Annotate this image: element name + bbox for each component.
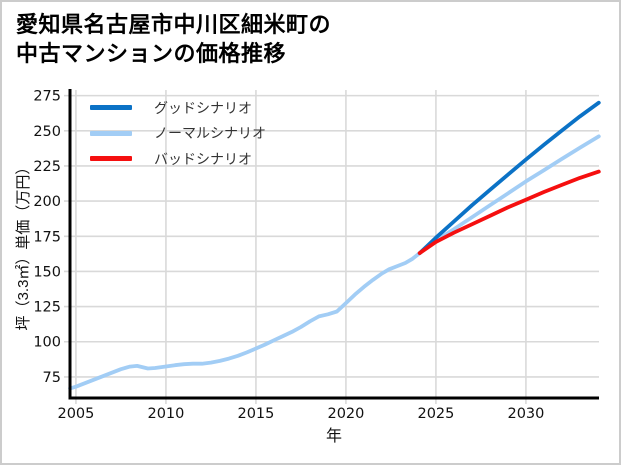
y-tick-label: 150 xyxy=(33,264,61,280)
legend-label-good: グッドシナリオ xyxy=(154,99,252,116)
legend-item-good: グッドシナリオ xyxy=(90,95,266,121)
legend-item-normal: ノーマルシナリオ xyxy=(90,121,266,147)
legend-label-normal: ノーマルシナリオ xyxy=(154,125,266,142)
chart-title: 愛知県名古屋市中川区細米町の 中古マンションの価格推移 xyxy=(16,10,331,68)
y-tick-label: 75 xyxy=(43,370,61,386)
series-line-good xyxy=(417,100,601,255)
x-axis-title: 年 xyxy=(325,428,342,445)
chart-title-line1: 愛知県名古屋市中川区細米町の xyxy=(16,12,332,37)
legend-swatch-normal xyxy=(90,130,132,136)
series-line-bad xyxy=(417,169,601,255)
x-tick-label: 2025 xyxy=(417,406,454,422)
y-tick-label: 125 xyxy=(33,300,61,316)
y-tick-label: 100 xyxy=(33,335,61,351)
chart-title-line2: 中古マンションの価格推移 xyxy=(16,41,287,66)
y-tick-label: 225 xyxy=(33,159,61,175)
y-tick-label: 275 xyxy=(33,89,61,105)
legend-item-bad: バッドシナリオ xyxy=(90,146,266,172)
x-tick-label: 2030 xyxy=(507,406,544,422)
series-line-normal xyxy=(68,134,601,391)
legend: グッドシナリオ ノーマルシナリオ バッドシナリオ xyxy=(90,95,266,172)
x-tick-label: 2015 xyxy=(237,406,274,422)
x-tick-label: 2010 xyxy=(147,406,184,422)
x-tick-label: 2005 xyxy=(57,406,94,422)
x-tick-label: 2020 xyxy=(327,406,364,422)
y-tick-label: 250 xyxy=(33,124,61,140)
y-tick-label: 175 xyxy=(33,229,61,245)
y-tick-label: 200 xyxy=(33,194,61,210)
legend-swatch-bad xyxy=(90,156,132,162)
legend-swatch-good xyxy=(90,105,132,111)
y-axis-title: 坪（3.3㎡）単価（万円） xyxy=(15,159,32,331)
legend-label-bad: バッドシナリオ xyxy=(154,150,252,167)
